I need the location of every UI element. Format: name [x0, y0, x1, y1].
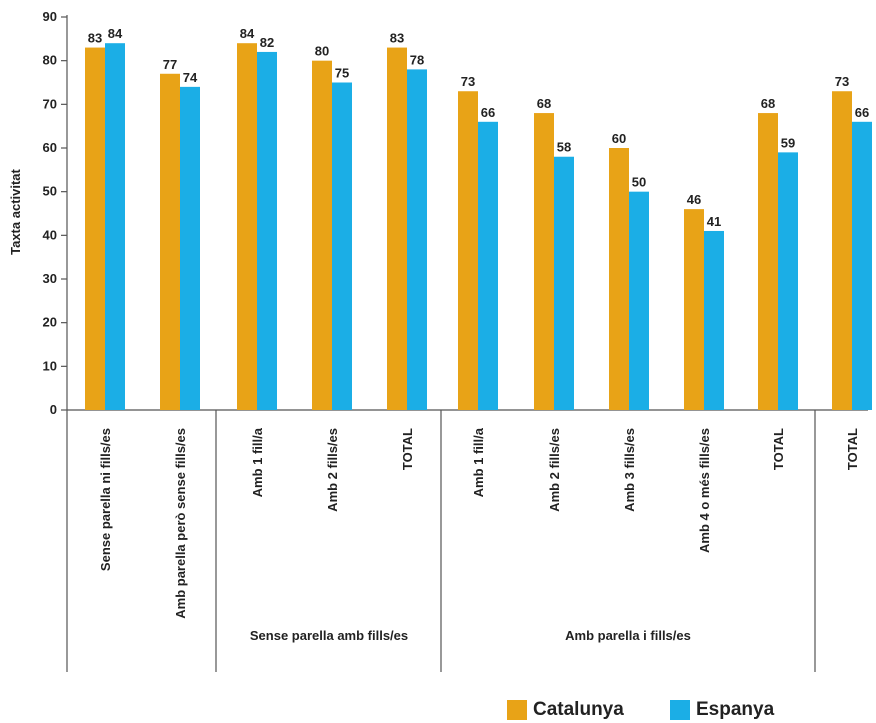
- data-label-espanya: 59: [781, 135, 795, 150]
- x-category-label: TOTAL: [771, 428, 786, 470]
- data-label-catalunya: 77: [163, 57, 177, 72]
- x-category-label: Amb 2 fills/es: [325, 428, 340, 512]
- y-tick-label: 10: [43, 358, 57, 373]
- data-label-catalunya: 73: [461, 74, 475, 89]
- bar-catalunya-7: [609, 148, 629, 410]
- bar-espanya-3: [332, 82, 352, 410]
- bar-catalunya-4: [387, 47, 407, 411]
- y-tick-label: 40: [43, 227, 57, 242]
- data-label-espanya: 58: [557, 140, 571, 155]
- group-label: Sense parella amb fills/es: [250, 628, 408, 643]
- bar-catalunya-5: [458, 91, 478, 410]
- data-label-catalunya: 68: [537, 96, 551, 111]
- y-tick-label: 90: [43, 9, 57, 24]
- data-label-catalunya: 83: [390, 31, 404, 46]
- data-label-espanya: 74: [183, 70, 198, 85]
- x-category-label: Amb parella però sense fills/es: [173, 428, 188, 619]
- legend-item-espanya: Espanya: [670, 697, 774, 723]
- bar-catalunya-6: [534, 113, 554, 411]
- bar-catalunya-9: [758, 113, 778, 411]
- data-label-catalunya: 80: [315, 44, 329, 59]
- bar-catalunya-10: [832, 91, 852, 410]
- legend-swatch-catalunya: [507, 700, 527, 720]
- x-category-label: TOTAL: [400, 428, 415, 470]
- bar-espanya-0: [105, 43, 125, 410]
- x-category-label: TOTAL: [845, 428, 860, 470]
- bar-espanya-7: [629, 191, 649, 410]
- y-axis-label: Taxta activitat: [8, 168, 23, 254]
- data-label-espanya: 50: [632, 175, 646, 190]
- bar-espanya-1: [180, 86, 200, 410]
- x-category-label: Amb 4 o més fills/es: [697, 428, 712, 553]
- x-category-label: Amb 2 fills/es: [547, 428, 562, 512]
- group-label: Amb parella i fills/es: [565, 628, 691, 643]
- y-tick-label: 60: [43, 140, 57, 155]
- x-category-label: Amb 1 fill/a: [471, 427, 486, 497]
- data-label-catalunya: 73: [835, 74, 849, 89]
- data-label-catalunya: 46: [687, 192, 701, 207]
- bar-catalunya-3: [312, 60, 332, 411]
- bar-espanya-4: [407, 69, 427, 411]
- data-label-espanya: 75: [335, 66, 349, 81]
- legend-label-catalunya: Catalunya: [533, 699, 624, 720]
- bar-espanya-6: [554, 156, 574, 410]
- bar-espanya-8: [704, 230, 724, 410]
- bar-catalunya-0: [85, 47, 105, 411]
- data-label-espanya: 66: [481, 105, 495, 120]
- group-labels: Sense parella amb fills/es Amb parella i …: [250, 628, 691, 643]
- x-category-label: Amb 1 fill/a: [250, 427, 265, 497]
- data-label-catalunya: 84: [240, 26, 255, 41]
- data-label-espanya: 84: [108, 26, 123, 41]
- data-labels: 83 77 84 80 83 73 68 60 46 68 73 84 74 82 75 78 66 58 50 41…: [88, 26, 869, 229]
- data-label-catalunya: 60: [612, 131, 626, 146]
- y-tick-label: 30: [43, 271, 57, 286]
- data-label-espanya: 41: [707, 214, 721, 229]
- data-label-espanya: 78: [410, 52, 424, 67]
- y-tick-label: 0: [50, 402, 57, 417]
- bars: [85, 43, 872, 411]
- data-label-catalunya: 83: [88, 31, 102, 46]
- bar-catalunya-2: [237, 43, 257, 410]
- x-category-labels: Sense parella ni fills/es Amb parella per…: [98, 427, 860, 619]
- legend-label-espanya: Espanya: [696, 699, 775, 720]
- legend-swatch-espanya: [670, 700, 690, 720]
- y-tick-label: 20: [43, 315, 57, 330]
- bar-espanya-2: [257, 51, 277, 410]
- y-tick-label: 70: [43, 96, 57, 111]
- bar-catalunya-1: [160, 73, 180, 411]
- x-category-label: Amb 3 fills/es: [622, 428, 637, 512]
- bar-espanya-5: [478, 121, 498, 411]
- data-label-espanya: 66: [855, 105, 869, 120]
- bar-espanya-10: [852, 121, 872, 411]
- bar-espanya-9: [778, 152, 798, 410]
- y-tick-label: 50: [43, 184, 57, 199]
- legend-item-catalunya: Catalunya: [507, 697, 624, 723]
- y-tick-label: 80: [43, 53, 57, 68]
- bar-catalunya-8: [684, 209, 704, 410]
- data-label-espanya: 82: [260, 35, 274, 50]
- data-label-catalunya: 68: [761, 96, 775, 111]
- x-category-label: Sense parella ni fills/es: [98, 428, 113, 571]
